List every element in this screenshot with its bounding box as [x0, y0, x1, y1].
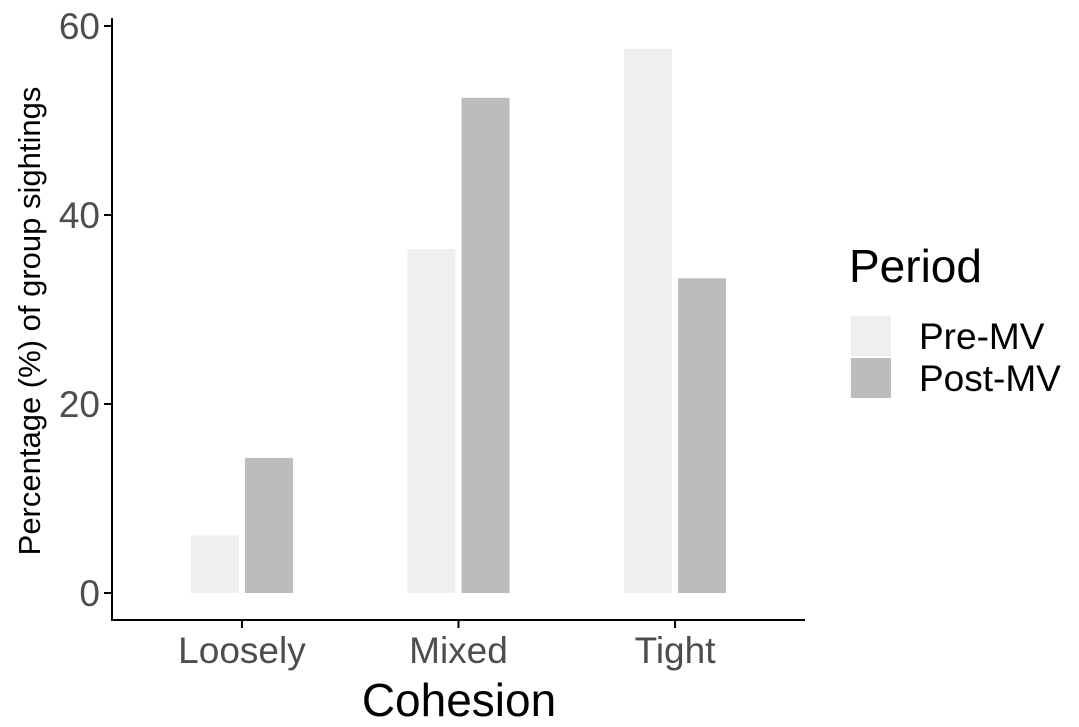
- y-tick-label: 60: [59, 6, 100, 47]
- x-tick-label: Tight: [635, 630, 717, 671]
- x-tick-label: Loosely: [178, 630, 306, 671]
- legend-swatch-pre-mv: [851, 316, 891, 356]
- legend-label-pre-mv: Pre-MV: [919, 316, 1045, 357]
- x-tick-label: Mixed: [409, 630, 508, 671]
- legend-swatch-post-mv: [851, 358, 891, 398]
- bar-pre-mv-tight: [624, 48, 673, 594]
- axes-group: Loosely Mixed Tight 0 20 40 60: [59, 6, 805, 671]
- y-axis-label: Percentage (%) of group sightings: [12, 87, 47, 556]
- y-tick-label: 0: [79, 573, 100, 614]
- bar-post-mv-tight: [678, 278, 727, 593]
- bar-pre-mv-loosely: [190, 535, 239, 593]
- y-tick-label: 40: [59, 195, 100, 236]
- legend-label-post-mv: Post-MV: [919, 358, 1061, 399]
- bar-post-mv-loosely: [244, 457, 293, 593]
- y-tick-label: 20: [59, 384, 100, 425]
- bar-post-mv-mixed: [461, 97, 510, 593]
- bar-pre-mv-mixed: [407, 249, 456, 593]
- legend-title: Period: [849, 240, 982, 292]
- bars-group: [190, 48, 727, 594]
- x-axis-label: Cohesion: [362, 674, 556, 722]
